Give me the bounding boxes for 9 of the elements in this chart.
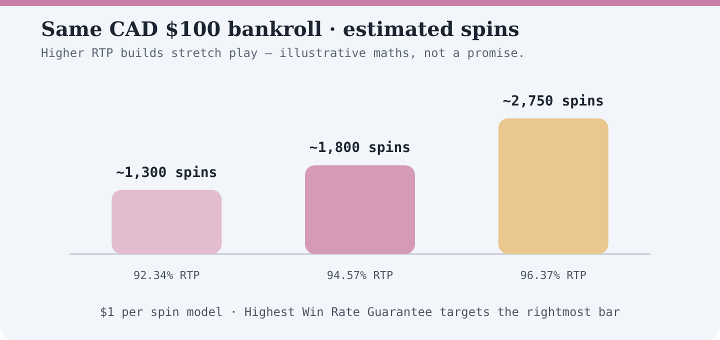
x-tick-label: 96.37% RTP bbox=[520, 269, 587, 282]
x-tick-label: 92.34% RTP bbox=[134, 269, 200, 282]
x-tick-label: 94.57% RTP bbox=[326, 269, 394, 282]
chart-title: Same CAD $100 bankroll · estimated spins bbox=[41, 17, 520, 41]
text: $1 per spin model · Highest Win Rate Guarantee targets the rightmost bar bbox=[100, 305, 620, 319]
data-label: ~2,750 spins bbox=[502, 93, 604, 110]
data-label: ~1,800 spins bbox=[309, 140, 411, 156]
chart-subtitle: Higher RTP builds stretch play — illustrative maths, not a promise. bbox=[41, 46, 526, 60]
data-label: ~1,300 spins bbox=[116, 164, 218, 181]
